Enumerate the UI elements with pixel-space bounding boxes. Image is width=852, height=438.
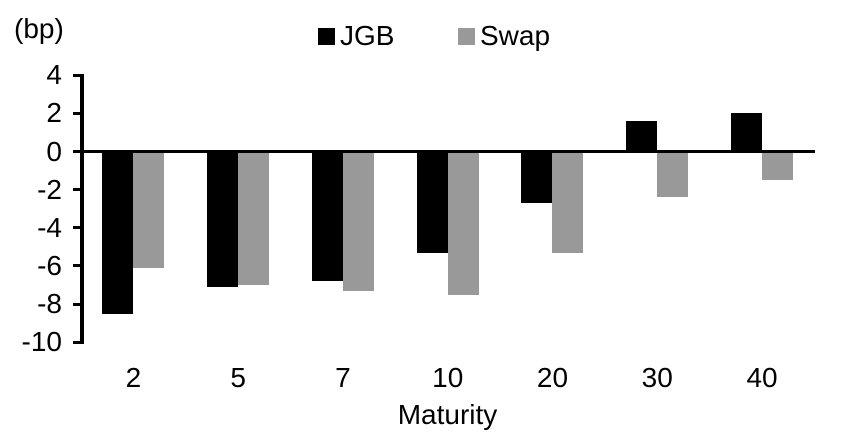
y-tick-label-0: 0 <box>46 135 62 167</box>
bar-swap-7 <box>342 151 374 291</box>
jgb-series-swatch <box>318 27 335 45</box>
bar-swap-40 <box>762 151 794 181</box>
y-axis-line <box>80 75 84 343</box>
bar-jgb-10 <box>416 151 448 253</box>
bar-jgb-20 <box>521 151 553 203</box>
legend-item-swap: Swap <box>458 18 550 54</box>
bar-jgb-7 <box>311 151 343 282</box>
bar-swap-2 <box>133 151 165 268</box>
bar-swap-20 <box>552 151 584 253</box>
bar-jgb-30 <box>626 120 658 152</box>
bar-jgb-5 <box>207 151 239 287</box>
x-axis-title: Maturity <box>397 399 498 430</box>
x-tick-label-10: 10 <box>432 362 464 393</box>
y-tick-0 <box>73 150 84 153</box>
y-tick--2 <box>73 188 84 192</box>
x-tick-label-2: 2 <box>125 362 142 393</box>
y-tick-label--4: -4 <box>37 211 62 243</box>
bar-jgb-40 <box>731 113 763 152</box>
swap-series-swatch <box>458 27 475 45</box>
y-tick-label--10: -10 <box>21 326 62 358</box>
y-tick-label--6: -6 <box>37 249 62 281</box>
y-axis-bottom-cap <box>73 340 84 344</box>
y-axis-top-cap <box>73 73 84 77</box>
bar-swap-10 <box>447 151 479 295</box>
x-tick-label-5: 5 <box>230 362 246 393</box>
y-tick--4 <box>73 226 84 230</box>
x-tick-label-20: 20 <box>536 362 569 393</box>
y-tick--6 <box>73 264 84 268</box>
y-tick-label--2: -2 <box>37 173 62 205</box>
y-tick-label-4: 4 <box>46 59 62 91</box>
bar-swap-5 <box>238 151 270 285</box>
bar-swap-30 <box>657 151 689 198</box>
x-tick-label-40: 40 <box>746 362 778 393</box>
y-tick-2 <box>73 111 84 115</box>
y-axis-unit-label: (bp) <box>14 13 64 44</box>
y-tick-label--8: -8 <box>37 288 62 320</box>
legend-item-jgb: JGB <box>318 18 394 54</box>
legend: JGB Swap <box>0 18 852 54</box>
legend-label-swap: Swap <box>480 20 551 51</box>
zero-axis-line <box>80 150 815 153</box>
legend-label-jgb: JGB <box>340 20 395 51</box>
y-tick--8 <box>73 302 84 306</box>
y-tick-label-2: 2 <box>46 97 62 129</box>
x-tick-label-7: 7 <box>335 362 351 393</box>
x-tick-label-30: 30 <box>641 362 673 393</box>
bar-jgb-2 <box>102 151 134 314</box>
